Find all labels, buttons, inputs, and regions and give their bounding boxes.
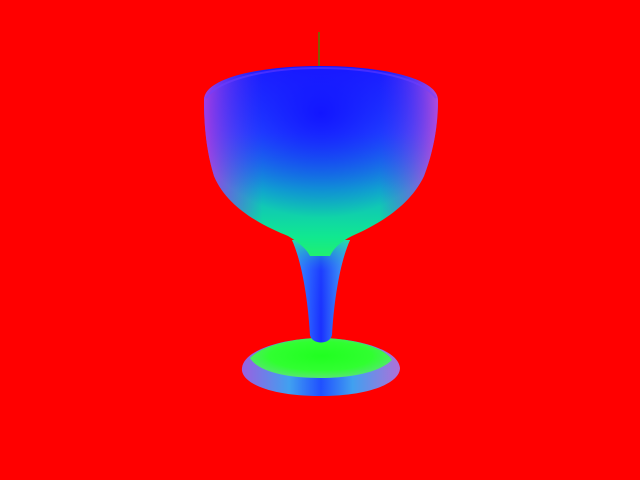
goblet-stem-shade: [292, 240, 350, 343]
goblet-bowl-center-shade: [204, 66, 438, 256]
goblet: [204, 66, 438, 396]
goblet-rim: [205, 66, 437, 99]
goblet-base-top: [250, 338, 392, 378]
